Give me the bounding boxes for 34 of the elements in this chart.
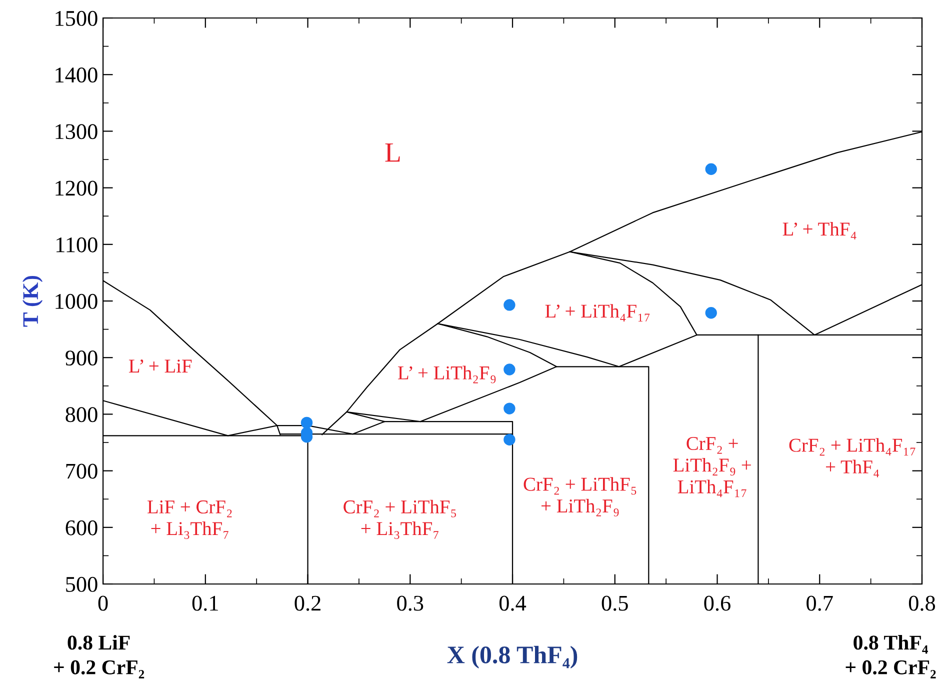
text: 0.8 LiF + 0.2 CrF₂ [54, 635, 144, 678]
x-tick-label: 0.5 [602, 596, 628, 611]
x-tick-label: 0.3 [397, 596, 424, 611]
annotation: LiF + CrF₂ + Li₃ThF₇ [148, 500, 232, 540]
x-axis-title: X (0.8 ThF₄) [447, 646, 578, 668]
x-tick-label: 0.4 [499, 596, 526, 611]
x-tick-label: 0.1 [192, 596, 218, 611]
annotation: CrF₂ + LiThF₅ + Li₃ThF₇ [344, 500, 456, 540]
annotation: CrF₂ + LiTh₄F₁₇ + ThF₄ [789, 438, 916, 478]
y-tick-label: 800 [66, 407, 98, 422]
annotation: CrF₂ + LiThF₅ + LiTh₂F₉ [524, 477, 636, 516]
y-tick-label: 1100 [56, 237, 98, 252]
y-tick-label: 1200 [56, 180, 98, 196]
y-tick-label: 1500 [56, 10, 98, 26]
text: 0.8 ThF₄ + 0.2 CrF₂ [846, 635, 936, 678]
annotation: L [385, 143, 400, 162]
x-tick-label: 0.6 [704, 596, 730, 611]
y-tick-label: 1400 [56, 68, 98, 83]
annotation: L’ + LiTh₄F₁₇ [545, 304, 650, 322]
y-axis-title: T (K) [22, 276, 43, 327]
y-tick-label: 600 [66, 520, 98, 536]
y-tick-label: 1000 [56, 294, 98, 309]
x-tick-label: 0.2 [294, 596, 320, 611]
y-tick-label: 500 [66, 576, 98, 592]
x-tick-label: 0.7 [806, 596, 833, 611]
annotation: L’ + LiF [128, 360, 192, 372]
y-tick-label: 900 [66, 350, 98, 366]
x-tick-label: 0.8 [908, 596, 936, 611]
annotation: L’ + LiTh₂F₉ [398, 366, 496, 384]
y-tick-label: 1300 [56, 124, 98, 140]
annotation: L’ + ThF₄ [782, 222, 856, 240]
y-tick-label: 700 [66, 464, 98, 479]
annotation: CrF₂ + LiTh₂F₉ + LiTh₄F₁₇ [673, 436, 751, 498]
x-tick-label: 0 [98, 596, 108, 611]
